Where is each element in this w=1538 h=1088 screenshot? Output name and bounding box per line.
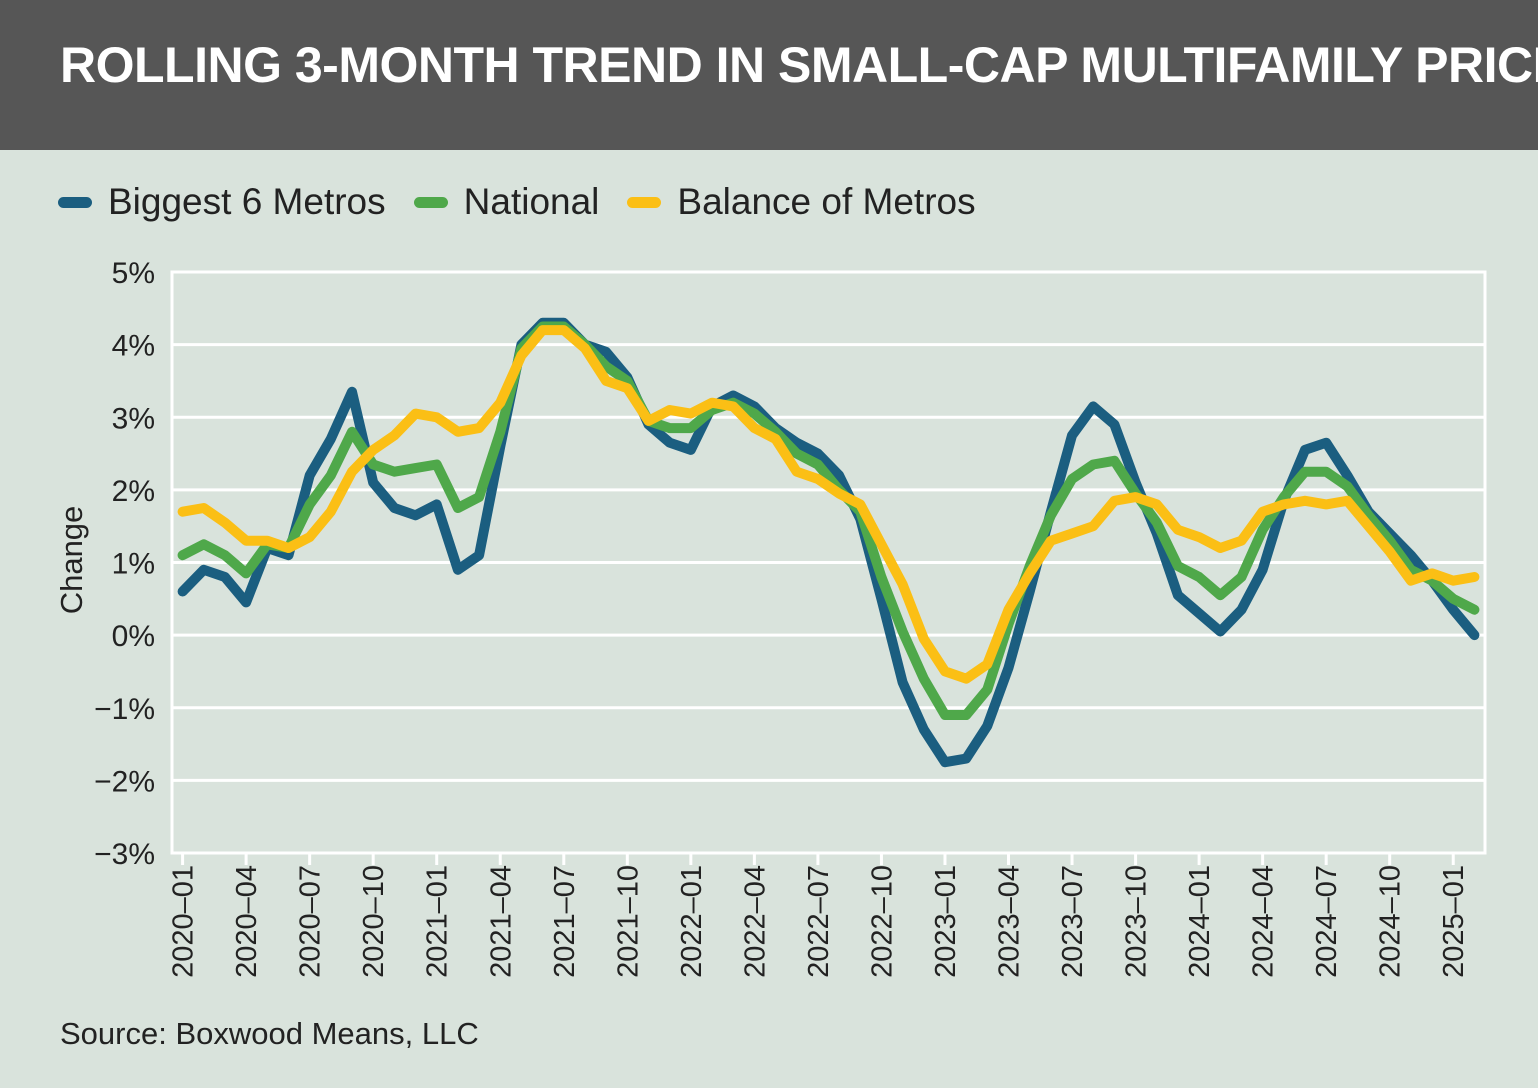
legend-item: Balance of Metros — [627, 181, 976, 223]
y-tick-label: 1% — [112, 548, 155, 581]
legend: Biggest 6 Metros National Balance of Metro… — [58, 178, 1004, 226]
legend-label: Biggest 6 Metros — [108, 181, 386, 222]
y-axis-label: Change — [54, 506, 89, 615]
x-tick-label: 2022–07 — [803, 865, 835, 978]
legend-swatch — [413, 196, 448, 208]
x-tick-label: 2020–10 — [358, 865, 390, 978]
x-tick-label: 2024–04 — [1248, 865, 1280, 978]
x-tick-label: 2020–07 — [295, 865, 327, 978]
y-tick-label: 3% — [112, 402, 155, 435]
x-tick-label: 2023–10 — [1121, 865, 1153, 978]
x-tick-label: 2024–10 — [1375, 865, 1407, 978]
x-tick-label: 2024–07 — [1311, 865, 1343, 978]
x-tick-label: 2021–10 — [612, 865, 644, 978]
legend-item: National — [413, 181, 600, 223]
x-tick-label: 2024–01 — [1184, 865, 1216, 978]
x-tick-label: 2020–01 — [168, 865, 200, 978]
y-tick-label: 0% — [112, 620, 155, 653]
legend-swatch — [627, 196, 662, 208]
y-tick-label: −3% — [94, 838, 155, 871]
x-tick-label: 2021–01 — [422, 865, 454, 978]
series-line-national — [177, 321, 1480, 720]
y-tick-label: −1% — [94, 693, 155, 726]
y-tick-label: −2% — [94, 765, 155, 798]
source-note: Source: Boxwood Means, LLC — [60, 1016, 479, 1051]
series-line-biggest-6-metros — [177, 317, 1480, 768]
x-tick-label: 2022–04 — [739, 865, 771, 978]
x-tick-label: 2022–01 — [676, 865, 708, 978]
series-line-balance-of-metros — [177, 325, 1480, 684]
chart-title: ROLLING 3-MONTH TREND IN SMALL-CAP MULTI… — [60, 37, 1538, 93]
x-tick-label: 2025–01 — [1438, 865, 1470, 978]
legend-item: Biggest 6 Metros — [58, 181, 386, 223]
legend-label: National — [463, 181, 600, 222]
y-tick-label: 2% — [112, 475, 155, 508]
x-tick-label: 2023–07 — [1057, 865, 1089, 978]
x-tick-label: 2021–07 — [549, 865, 581, 978]
title-banner: ROLLING 3-MONTH TREND IN SMALL-CAP MULTI… — [0, 0, 1538, 150]
x-tick-label: 2022–10 — [866, 865, 898, 978]
y-tick-label: 5% — [112, 257, 155, 290]
legend-label: Balance of Metros — [677, 181, 976, 222]
y-tick-label: 4% — [112, 330, 155, 363]
x-tick-label: 2020–04 — [231, 865, 263, 978]
legend-swatch — [58, 196, 92, 208]
line-chart: 5% 4% 3% 2% 1% 0% −1% −2% −3% 2020–01 2020–04 2020… — [54, 257, 1487, 978]
x-tick-label: 2023–04 — [994, 865, 1026, 978]
x-tick-label: 2021–04 — [485, 865, 517, 978]
x-tick-label: 2023–01 — [930, 865, 962, 978]
